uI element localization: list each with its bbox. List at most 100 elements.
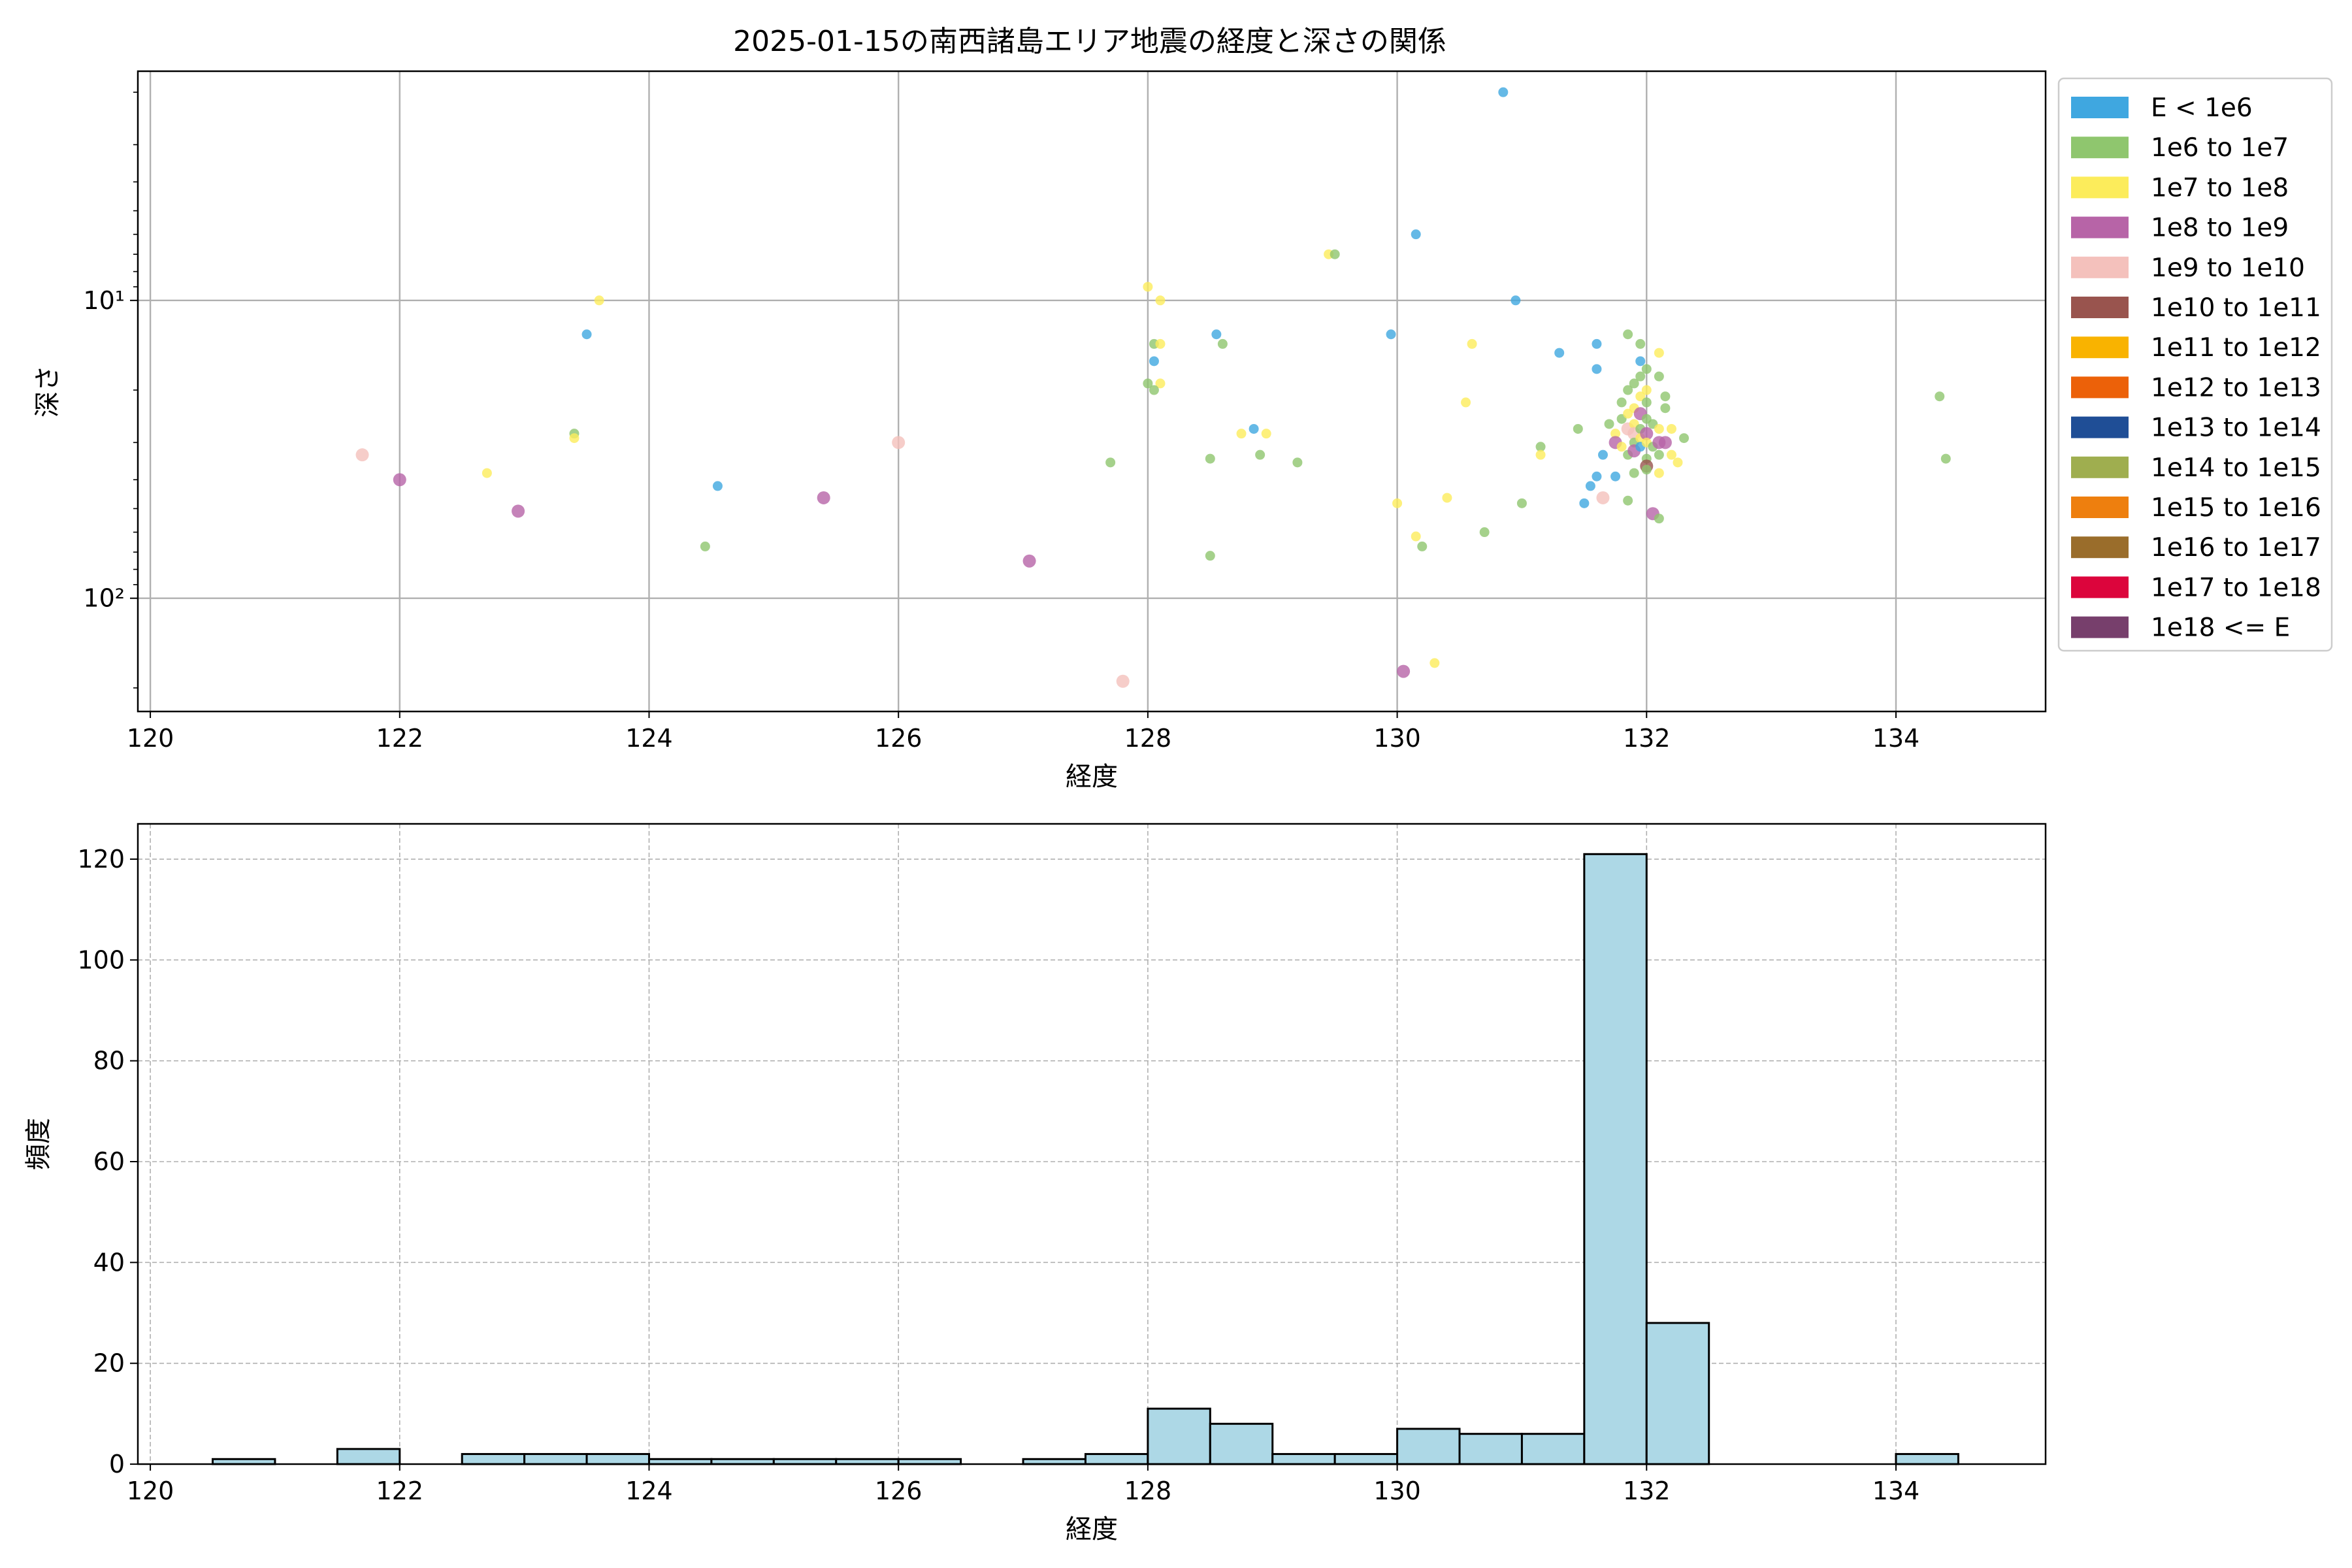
legend-swatch <box>2071 497 2129 518</box>
scatter-point <box>1629 378 1639 389</box>
legend-label: 1e13 to 1e14 <box>2151 414 2321 443</box>
legend-label: 1e17 to 1e18 <box>2151 573 2321 602</box>
legend-swatch <box>2071 137 2129 159</box>
histogram-x-ticks: 120 122 124 126 128 130 132 134 <box>127 1464 1919 1505</box>
legend-label: 1e14 to 1e15 <box>2151 453 2321 483</box>
legend-items: E < 1e6 1e6 to 1e7 1e7 to 1e8 1e8 to 1e9 1e9… <box>2071 93 2321 643</box>
scatter-point <box>1255 449 1266 460</box>
scatter-point <box>1461 397 1471 408</box>
scatter-point <box>1654 449 1664 460</box>
scatter-point <box>1596 491 1610 504</box>
legend-swatch <box>2071 616 2129 638</box>
scatter-point <box>1217 338 1228 349</box>
scatter-y-tick-label: 10¹ <box>83 286 125 315</box>
histogram-y-tick-label: 40 <box>93 1248 125 1277</box>
scatter-point <box>1236 429 1247 439</box>
histogram-chart: 120 122 124 126 128 130 132 134 0 20 40 60 80 100 120… <box>24 823 2047 1544</box>
legend-label: 1e16 to 1e17 <box>2151 533 2321 563</box>
histogram-bar <box>461 1453 526 1465</box>
scatter-point <box>1392 498 1403 508</box>
scatter-point <box>1635 338 1646 349</box>
scatter-x-tick-label: 132 <box>1623 724 1671 753</box>
scatter-point <box>1205 551 1215 561</box>
scatter-point <box>1654 371 1664 382</box>
legend-swatch <box>2071 416 2129 438</box>
scatter-point <box>1397 664 1411 678</box>
scatter-point <box>1679 433 1690 444</box>
scatter-chart: 2025-01-15の南西諸島エリア地震の経度と深さの関係 120 122 124 1… <box>33 25 2333 792</box>
legend-label: 1e12 to 1e13 <box>2151 373 2321 402</box>
scatter-point <box>512 504 525 518</box>
histogram-x-tick-label: 132 <box>1623 1477 1671 1505</box>
histogram-y-tick-label: 100 <box>77 945 125 974</box>
histogram-y-ticks: 0 20 40 60 80 100 120 <box>77 845 138 1478</box>
scatter-point <box>1116 674 1130 688</box>
scatter-point <box>1516 498 1527 508</box>
legend-frame <box>2057 77 2333 652</box>
legend-label: 1e15 to 1e16 <box>2151 493 2321 523</box>
legend-swatch <box>2071 256 2129 278</box>
scatter-point <box>1673 457 1683 468</box>
legend-label: 1e6 to 1e7 <box>2151 133 2289 163</box>
legend-swatch <box>2071 576 2129 598</box>
chart-legend: E < 1e6 1e6 to 1e7 1e7 to 1e8 1e8 to 1e9 1e9… <box>2057 77 2333 652</box>
histogram-x-tick-label: 130 <box>1373 1477 1421 1505</box>
chart-title: 2025-01-15の南西諸島エリア地震の経度と深さの関係 <box>733 25 1446 58</box>
scatter-point <box>1623 329 1633 340</box>
legend-swatch <box>2071 456 2129 478</box>
histogram-bar <box>1333 1453 1399 1465</box>
scatter-point <box>1635 356 1646 367</box>
histogram-bars <box>212 853 1959 1465</box>
scatter-point <box>1022 554 1036 568</box>
legend-label: E < 1e6 <box>2151 93 2253 123</box>
histogram-bar <box>1271 1453 1336 1465</box>
scatter-point <box>1155 295 1166 306</box>
legend-label: 1e7 to 1e8 <box>2151 173 2289 203</box>
scatter-point <box>1573 423 1583 434</box>
histogram-y-tick-label: 80 <box>93 1047 125 1075</box>
scatter-point <box>1105 457 1116 468</box>
legend-label: 1e9 to 1e10 <box>2151 253 2305 283</box>
scatter-point <box>1623 385 1633 395</box>
histogram-bar <box>523 1453 588 1465</box>
scatter-point <box>1592 471 1602 482</box>
scatter-point <box>1654 468 1664 478</box>
scatter-x-tick-label: 126 <box>875 724 923 753</box>
histogram-y-tick-label: 60 <box>93 1147 125 1176</box>
histogram-x-tick-label: 120 <box>127 1477 174 1505</box>
scatter-y-tick-label: 10² <box>83 584 125 613</box>
histogram-bar <box>336 1448 401 1465</box>
scatter-point <box>1411 229 1421 240</box>
scatter-point <box>712 481 723 491</box>
legend-label: 1e18 <= E <box>2151 613 2290 643</box>
scatter-point <box>1261 429 1271 439</box>
scatter-point <box>1292 457 1303 468</box>
histogram-bar <box>585 1453 650 1465</box>
histogram-bar <box>1396 1428 1461 1465</box>
legend-swatch <box>2071 97 2129 118</box>
scatter-point <box>1635 371 1646 382</box>
legend-swatch <box>2071 216 2129 238</box>
histogram-x-tick-label: 124 <box>625 1477 673 1505</box>
scatter-point <box>1666 449 1676 460</box>
scatter-point <box>482 468 492 478</box>
scatter-point <box>1429 658 1440 668</box>
scatter-point <box>1610 429 1621 439</box>
scatter-point <box>1205 453 1215 464</box>
scatter-point <box>1616 397 1627 408</box>
histogram-bar <box>1458 1433 1523 1465</box>
scatter-point <box>1535 442 1546 452</box>
scatter-point <box>1666 423 1676 434</box>
scatter-y-axis-label: 深さ <box>33 365 63 417</box>
histogram-x-axis-label: 経度 <box>1066 1514 1118 1544</box>
scatter-point <box>1149 385 1159 395</box>
legend-swatch <box>2071 376 2129 399</box>
legend-swatch <box>2071 176 2129 199</box>
scatter-point <box>1498 87 1509 97</box>
scatter-point <box>1610 471 1621 482</box>
scatter-point <box>569 433 580 444</box>
scatter-point <box>1442 493 1452 503</box>
scatter-point <box>355 448 369 462</box>
legend-label: 1e11 to 1e12 <box>2151 333 2321 363</box>
scatter-grid <box>138 71 2046 711</box>
